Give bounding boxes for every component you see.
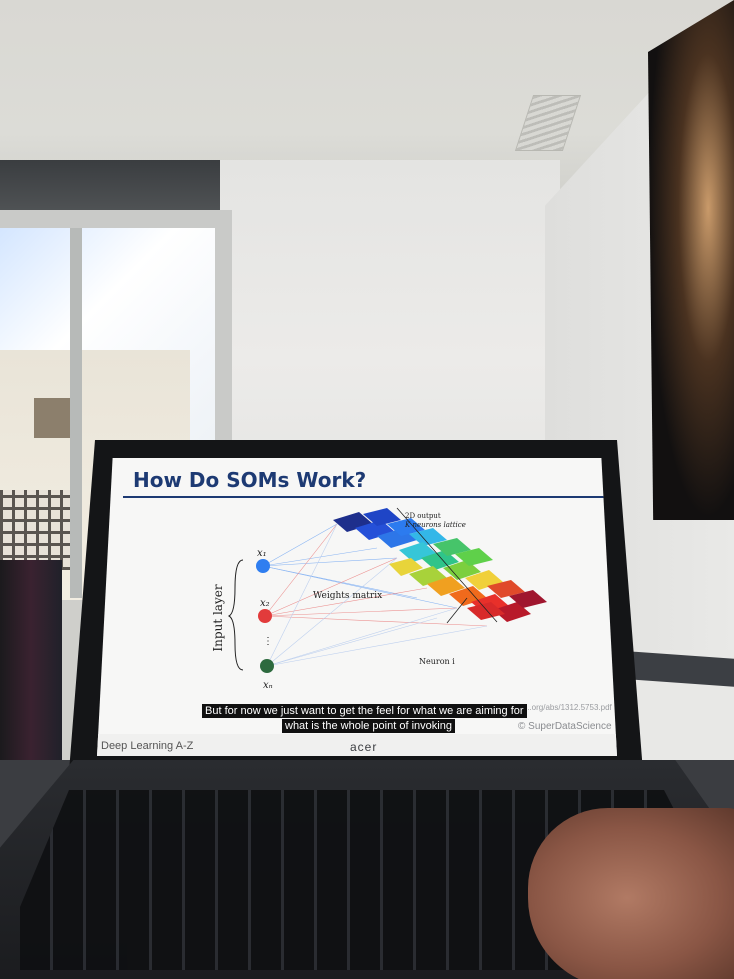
- som-diagram: Input layer x₁ x₂ ⋮ xₙ Weights matrix 2D…: [211, 507, 547, 691]
- neuron-label: Neuron i: [419, 657, 455, 666]
- input-node-1: [256, 559, 270, 573]
- laptop-brand-logo: acer: [350, 740, 378, 754]
- slide-title: How Do SOMs Work?: [133, 468, 367, 492]
- window-mullion: [70, 228, 82, 598]
- credit-label: © SuperDataScience: [518, 721, 612, 732]
- course-footer-text: Deep Learning A-Z: [101, 740, 194, 752]
- subtitle-line-1: But for now we just want to get the feel…: [202, 704, 527, 718]
- connection-lines: [262, 523, 488, 667]
- back-wall: [210, 160, 560, 490]
- lattice-label-line1: 2D output: [405, 512, 441, 520]
- hand: [528, 808, 734, 979]
- lattice-arrow: [396, 507, 498, 623]
- input-node-label-1: x₁: [257, 548, 267, 559]
- building-window: [34, 398, 74, 438]
- input-layer-label: Input layer: [211, 584, 225, 651]
- input-brace: [227, 559, 244, 671]
- source-url: ...org/abs/1312.5753.pdf: [525, 703, 612, 712]
- input-node-label-n: xₙ: [263, 680, 273, 691]
- input-node-ellipsis: ⋮: [263, 636, 273, 647]
- weights-matrix-label: Weights matrix: [313, 591, 382, 601]
- balcony-railing: [0, 490, 78, 570]
- title-rule: [123, 496, 611, 498]
- course-footer-bar: [97, 734, 617, 756]
- subtitle-line-2: what is the whole point of invoking: [282, 719, 455, 733]
- input-node-2: [258, 609, 272, 623]
- input-node-n: [260, 659, 274, 673]
- neuron-arrow: [446, 597, 468, 624]
- laptop-screen: How Do SOMs Work?: [97, 458, 617, 756]
- wall-painting: [648, 0, 734, 520]
- lattice-label-line2: K neurons lattice: [404, 521, 466, 529]
- neuron-lattice: [333, 508, 547, 622]
- input-node-label-2: x₂: [260, 598, 270, 609]
